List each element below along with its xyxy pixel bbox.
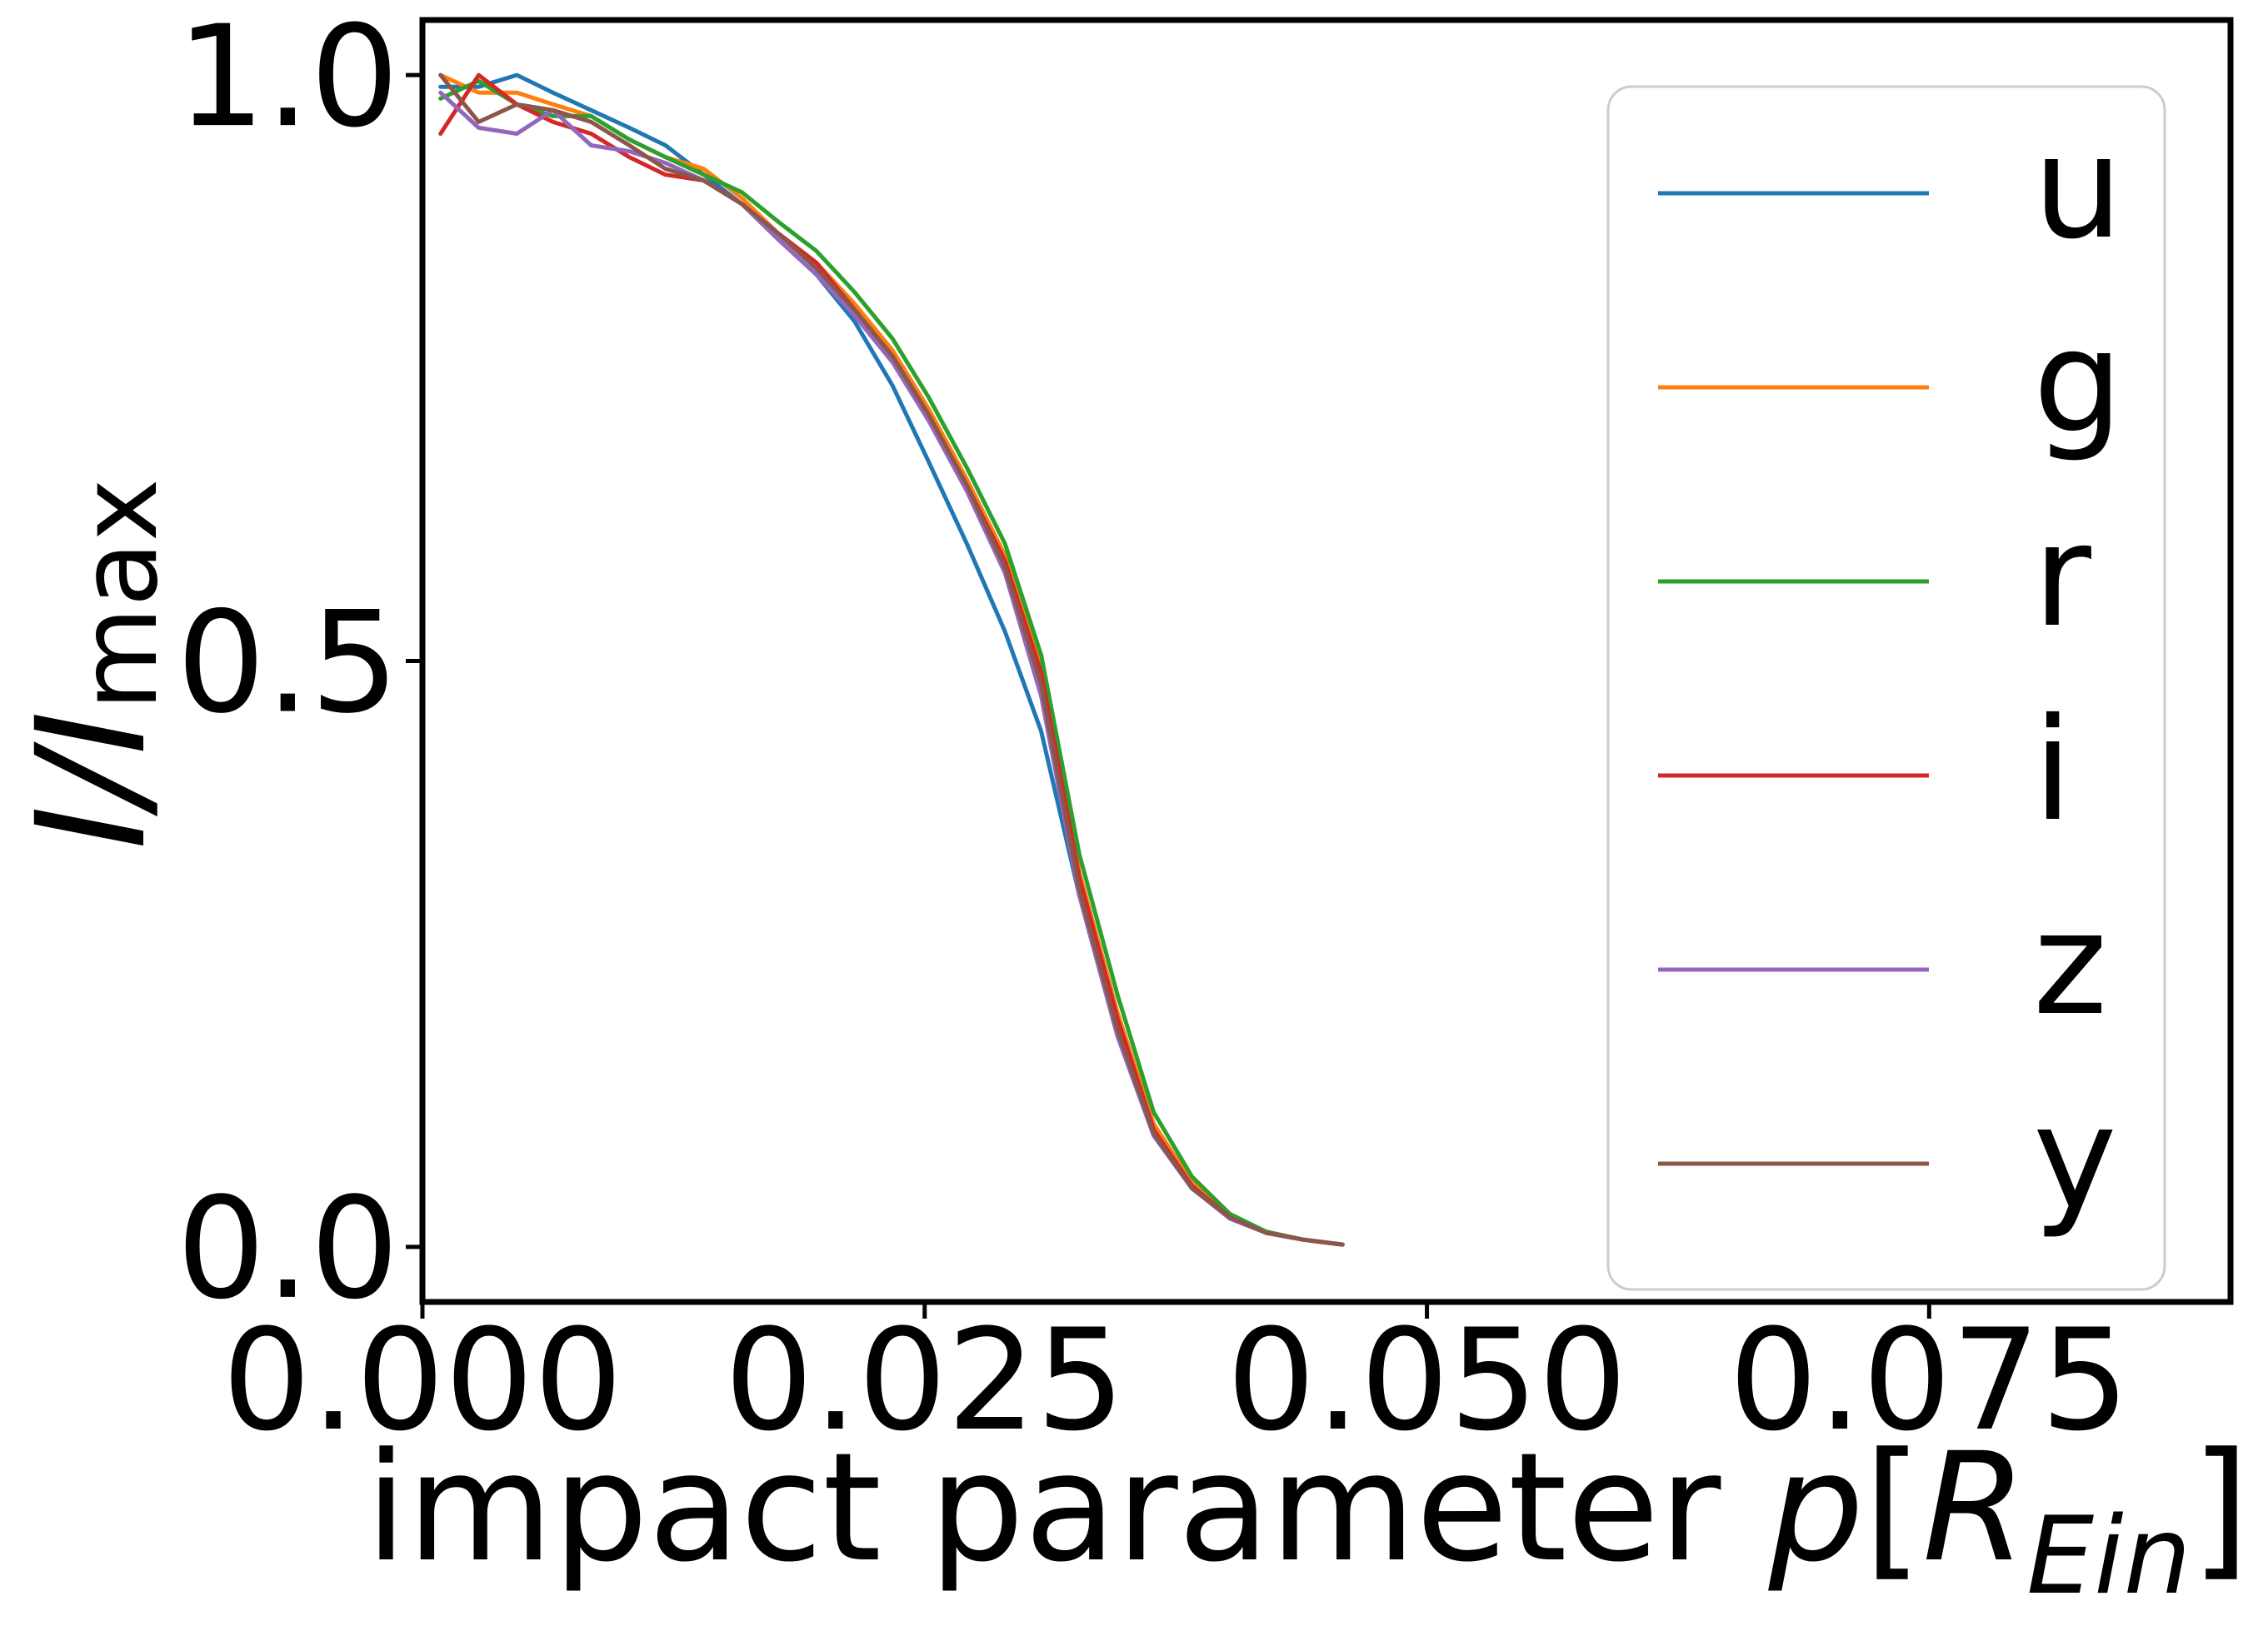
x-tick-label: 0.075 xyxy=(1729,1299,2130,1462)
y-tick-label: 0.0 xyxy=(177,1167,399,1330)
legend-label-z: z xyxy=(2033,882,2107,1047)
legend-label-y: y xyxy=(2033,1076,2117,1241)
x-axis-unit-close-bracket: ] xyxy=(2191,1421,2250,1595)
x-axis-unit-open-bracket: [ xyxy=(1864,1421,1922,1595)
x-axis-label-text: impact parameter xyxy=(365,1421,1768,1595)
legend-label-r: r xyxy=(2033,494,2091,659)
series-line-i xyxy=(438,72,1345,1247)
x-axis-unit-subscript: Ein xyxy=(2026,1494,2191,1619)
y-axis-title: I/Imax xyxy=(5,478,182,850)
x-tick-label: 0.000 xyxy=(222,1299,623,1462)
series-line-r xyxy=(438,78,1345,1247)
x-tick-label: 0.050 xyxy=(1226,1299,1627,1462)
legend-label-i: i xyxy=(2033,688,2072,853)
y-tick-label: 0.5 xyxy=(177,581,399,745)
series-line-u xyxy=(438,72,1345,1247)
plot-frame xyxy=(419,17,2234,1305)
legend-label-u: u xyxy=(2033,106,2123,271)
y-tick-label: 1.0 xyxy=(177,0,399,158)
svg-text:impact parameter p[REin]: impact parameter p[REin] xyxy=(365,1421,2250,1619)
series-layer xyxy=(438,72,1345,1247)
y-axis-label-subscript: max xyxy=(57,478,182,711)
x-axis-unit-symbol: R xyxy=(1922,1421,2026,1595)
series-line-y xyxy=(438,72,1345,1247)
x-axis-title: impact parameter p[REin] xyxy=(365,1421,2250,1619)
svg-text:I/Imax: I/Imax xyxy=(5,478,182,850)
x-tick-label: 0.025 xyxy=(724,1299,1125,1462)
y-axis-label-main: I/I xyxy=(5,711,179,850)
x-axis-variable: p xyxy=(1768,1421,1864,1595)
legend-label-g: g xyxy=(2033,300,2123,465)
series-line-g xyxy=(438,72,1345,1247)
series-line-z xyxy=(438,90,1345,1247)
axis-ticks: 0.000 0.025 0.050 0.075 0.0 0.5 1.0 xyxy=(177,0,2130,1462)
